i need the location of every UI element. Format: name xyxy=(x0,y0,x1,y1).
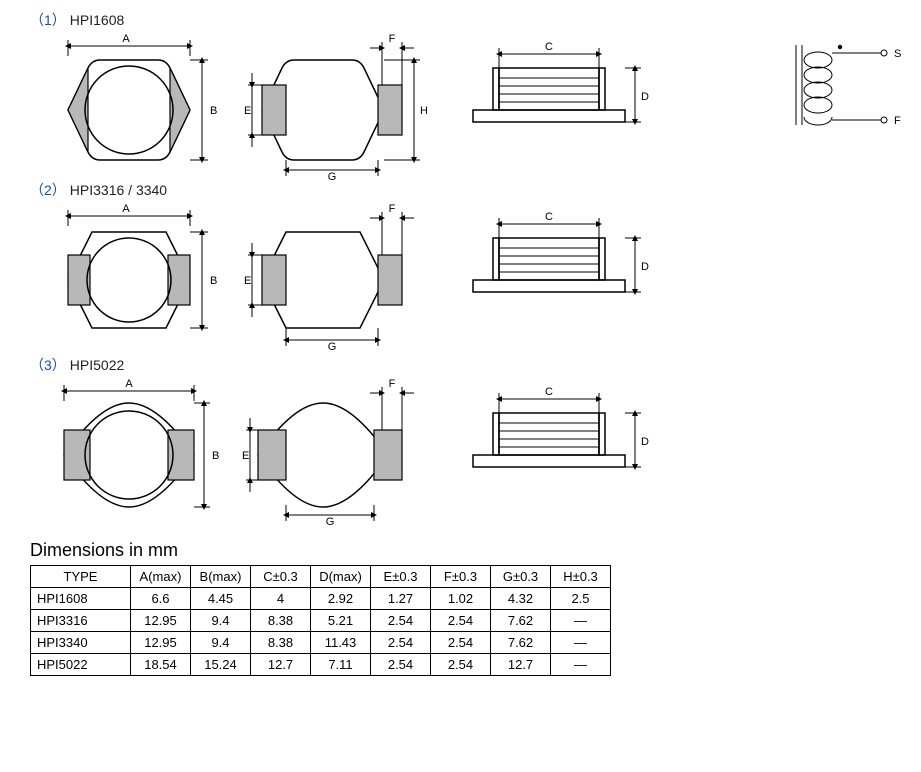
table-cell: 12.95 xyxy=(131,632,191,654)
svg-text:E: E xyxy=(244,275,251,287)
table-cell: HPI3340 xyxy=(31,632,131,654)
pad-view-2: F E G xyxy=(242,200,427,355)
table-cell: 18.54 xyxy=(131,654,191,676)
side-view-3: C D xyxy=(449,375,649,500)
table-cell: 4 xyxy=(251,588,311,610)
table-cell: 12.7 xyxy=(491,654,551,676)
table-col-5: E±0.3 xyxy=(371,566,431,588)
table-col-0: TYPE xyxy=(31,566,131,588)
table-cell: 11.43 xyxy=(311,632,371,654)
pad-view-1: F E H xyxy=(242,30,427,185)
svg-text:D: D xyxy=(641,436,649,448)
row-hpi3316: A B F xyxy=(40,200,649,355)
row-hpi1608: A B F xyxy=(40,30,649,185)
table-cell: 5.21 xyxy=(311,610,371,632)
svg-text:B: B xyxy=(210,105,217,117)
table-cell: 2.54 xyxy=(371,654,431,676)
table-cell: — xyxy=(551,610,611,632)
schematic-symbol: S F xyxy=(766,25,906,150)
table-row: HPI331612.959.48.385.212.542.547.62— xyxy=(31,610,611,632)
table-cell: 4.45 xyxy=(191,588,251,610)
svg-text:A: A xyxy=(122,203,130,215)
table-cell: 2.54 xyxy=(431,610,491,632)
datasheet-page: （1）HPI1608 （2）HPI3316 / 3340 （3）HPI5022 xyxy=(10,10,911,762)
table-cell: 7.62 xyxy=(491,610,551,632)
row-hpi5022: A B F xyxy=(40,375,649,530)
table-col-3: C±0.3 xyxy=(251,566,311,588)
table-cell: — xyxy=(551,654,611,676)
svg-text:A: A xyxy=(125,378,133,390)
table-col-6: F±0.3 xyxy=(431,566,491,588)
svg-text:E: E xyxy=(242,450,249,462)
svg-text:F: F xyxy=(389,203,396,215)
table-cell: 8.38 xyxy=(251,610,311,632)
table-cell: 2.92 xyxy=(311,588,371,610)
table-cell: HPI1608 xyxy=(31,588,131,610)
table-col-7: G±0.3 xyxy=(491,566,551,588)
table-cell: 15.24 xyxy=(191,654,251,676)
svg-text:C: C xyxy=(545,41,553,53)
schematic-f-label: F xyxy=(894,115,901,127)
svg-text:G: G xyxy=(326,516,335,525)
table-cell: 12.95 xyxy=(131,610,191,632)
table-col-4: D(max) xyxy=(311,566,371,588)
svg-text:D: D xyxy=(641,91,649,103)
table-cell: — xyxy=(551,632,611,654)
table-col-8: H±0.3 xyxy=(551,566,611,588)
svg-text:C: C xyxy=(545,211,553,223)
table-title: Dimensions in mm xyxy=(30,540,178,561)
table-cell: 12.7 xyxy=(251,654,311,676)
svg-text:E: E xyxy=(244,105,251,117)
table-cell: 2.5 xyxy=(551,588,611,610)
table-cell: 2.54 xyxy=(431,654,491,676)
table-cell: 4.32 xyxy=(491,588,551,610)
svg-text:G: G xyxy=(328,341,337,350)
svg-text:A: A xyxy=(122,33,130,45)
schematic-s-label: S xyxy=(894,48,901,60)
table-cell: 1.02 xyxy=(431,588,491,610)
top-view-3: A B xyxy=(40,375,220,530)
table-cell: 9.4 xyxy=(191,632,251,654)
top-view-2: A B xyxy=(40,200,220,355)
table-cell: 2.54 xyxy=(371,610,431,632)
top-view-1: A B xyxy=(40,30,220,185)
table-cell: 9.4 xyxy=(191,610,251,632)
table-row: HPI16086.64.4542.921.271.024.322.5 xyxy=(31,588,611,610)
table-cell: 6.6 xyxy=(131,588,191,610)
table-cell: 7.11 xyxy=(311,654,371,676)
table-cell: 7.62 xyxy=(491,632,551,654)
svg-text:C: C xyxy=(545,386,553,398)
table-col-1: A(max) xyxy=(131,566,191,588)
svg-text:B: B xyxy=(210,275,217,287)
svg-text:B: B xyxy=(212,450,219,462)
section-1-title: （1）HPI1608 xyxy=(30,10,124,30)
svg-text:F: F xyxy=(389,378,396,390)
table-cell: HPI3316 xyxy=(31,610,131,632)
table-header-row: TYPEA(max)B(max)C±0.3D(max)E±0.3F±0.3G±0… xyxy=(31,566,611,588)
side-view-1: C D xyxy=(449,30,649,155)
dimensions-table: TYPEA(max)B(max)C±0.3D(max)E±0.3F±0.3G±0… xyxy=(30,565,611,676)
table-cell: 2.54 xyxy=(371,632,431,654)
pad-view-3: F E G xyxy=(242,375,427,530)
table-cell: 1.27 xyxy=(371,588,431,610)
svg-text:F: F xyxy=(389,33,396,45)
section-3-title: （3）HPI5022 xyxy=(30,355,124,375)
table-col-2: B(max) xyxy=(191,566,251,588)
table-cell: 8.38 xyxy=(251,632,311,654)
side-view-2: C D xyxy=(449,200,649,325)
svg-text:G: G xyxy=(328,171,337,180)
table-row: HPI334012.959.48.3811.432.542.547.62— xyxy=(31,632,611,654)
table-cell: 2.54 xyxy=(431,632,491,654)
svg-text:H: H xyxy=(420,105,427,117)
table-row: HPI502218.5415.2412.77.112.542.5412.7— xyxy=(31,654,611,676)
table-cell: HPI5022 xyxy=(31,654,131,676)
svg-text:D: D xyxy=(641,261,649,273)
